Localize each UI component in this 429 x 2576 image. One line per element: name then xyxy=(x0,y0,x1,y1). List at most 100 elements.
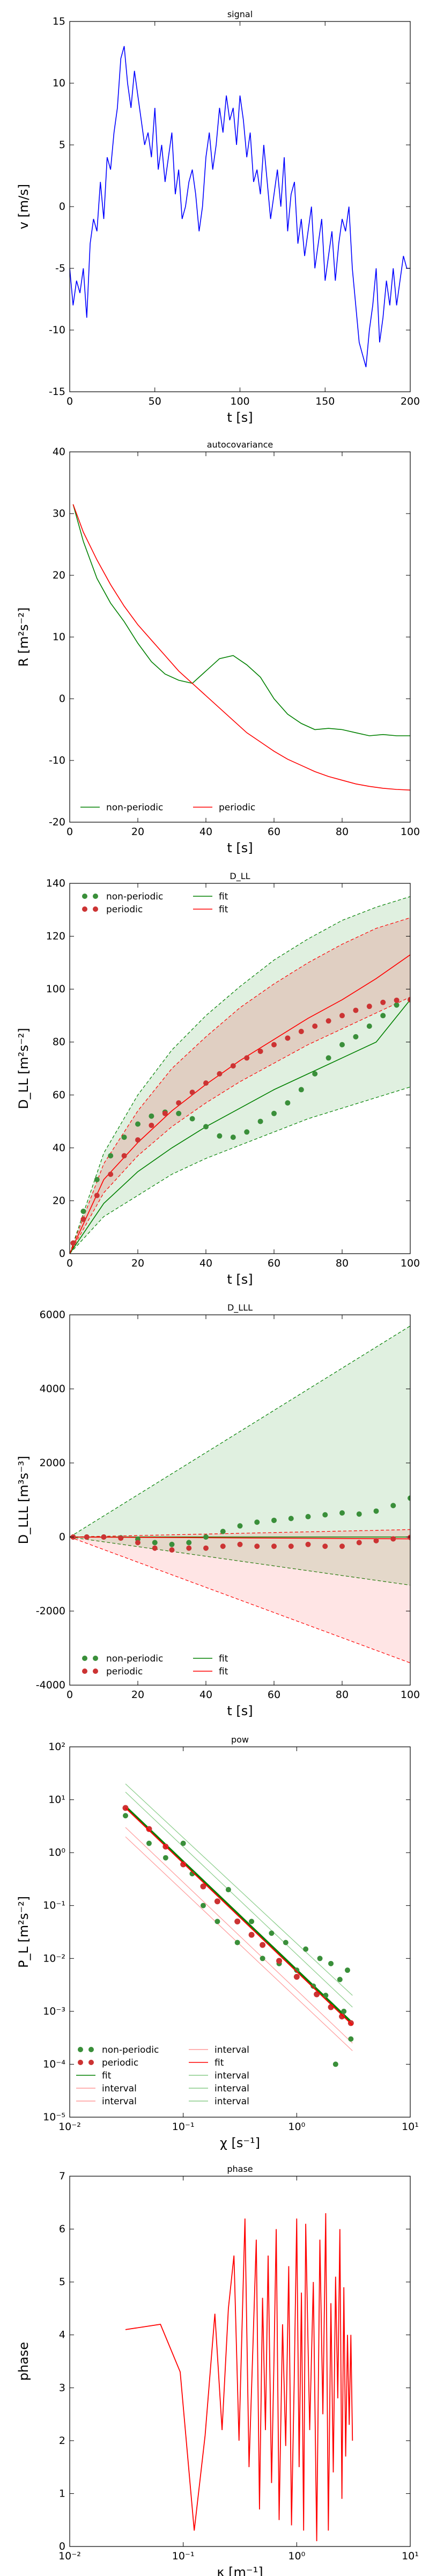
chart-title: D_LLL xyxy=(227,1302,253,1313)
y-tick-label: -20 xyxy=(49,816,65,828)
data-point xyxy=(298,1087,304,1093)
confidence-band xyxy=(70,896,410,1254)
legend-marker xyxy=(93,906,98,912)
chart-1-axes: 0 50 100 150 200 -15 -10 -5 0 5 10 15 signal t [s] v [… xyxy=(16,9,420,425)
data-point xyxy=(118,1535,124,1541)
x-tick-label: 60 xyxy=(268,1257,280,1269)
legend-label: non-periodic xyxy=(106,891,163,902)
data-point xyxy=(276,1958,283,1964)
data-point xyxy=(146,1826,152,1832)
data-point xyxy=(293,1973,300,1980)
data-point xyxy=(230,1135,236,1140)
data-point xyxy=(237,1541,243,1547)
y-tick-label: 30 xyxy=(53,508,65,519)
y-tick-label: 5 xyxy=(59,2276,65,2288)
data-point xyxy=(312,1023,318,1029)
data-point xyxy=(162,1110,168,1116)
data-point xyxy=(305,1514,311,1520)
data-point xyxy=(408,1534,410,1540)
plot-area xyxy=(70,46,410,368)
data-point xyxy=(269,1930,275,1936)
data-point xyxy=(337,1977,343,1982)
data-point xyxy=(271,1110,277,1116)
data-point xyxy=(322,1543,328,1549)
x-tick-label: 150 xyxy=(315,396,335,407)
y-tick-label: 10⁻¹ xyxy=(43,1900,65,1912)
y-tick-label: 140 xyxy=(46,877,65,889)
x-tick-label: 100 xyxy=(401,1689,420,1701)
data-point xyxy=(203,1080,209,1086)
series-line xyxy=(70,1536,410,1540)
data-point xyxy=(380,999,386,1005)
y-tick-label: 1 xyxy=(59,2487,65,2499)
legend-label: periodic xyxy=(102,2058,138,2068)
chart-panel-4: non-periodic periodic fit fit xyxy=(70,1326,410,1677)
plot-frame xyxy=(69,451,411,823)
plot-frame xyxy=(69,1314,411,1686)
y-tick-label: 6 xyxy=(59,2223,65,2235)
data-point xyxy=(108,1172,114,1177)
data-point xyxy=(332,2061,338,2067)
data-point xyxy=(230,1063,236,1069)
data-point xyxy=(353,1007,359,1013)
data-point xyxy=(317,1956,323,1962)
data-point xyxy=(257,1118,263,1124)
data-point xyxy=(339,2013,345,2019)
x-axis-label: t [s] xyxy=(227,1272,253,1287)
legend-label: non-periodic xyxy=(106,1653,163,1664)
x-axis-label: κ [m⁻¹] xyxy=(217,2565,263,2576)
data-point xyxy=(380,1013,386,1019)
legend-marker xyxy=(82,1668,87,1674)
chart-panel-2: non-periodic periodic xyxy=(72,504,410,813)
series-line xyxy=(125,1807,353,2026)
data-point xyxy=(152,1540,158,1546)
legend-marker xyxy=(93,1668,98,1674)
legend-label: interval xyxy=(214,2070,249,2081)
series-line xyxy=(70,999,410,1254)
y-tick-label: -5 xyxy=(55,262,65,274)
data-point xyxy=(248,1931,255,1938)
legend-label: fit xyxy=(219,891,228,902)
data-point xyxy=(94,1192,100,1198)
data-point xyxy=(135,1121,140,1127)
data-point xyxy=(176,1100,182,1106)
data-point xyxy=(323,1993,329,1999)
x-tick-label: 10⁻¹ xyxy=(172,2550,195,2562)
data-point xyxy=(189,1116,195,1122)
data-point xyxy=(237,1523,243,1529)
legend-label: periodic xyxy=(219,802,255,813)
y-axis-label: v [m/s] xyxy=(16,184,31,230)
legend-marker xyxy=(93,894,98,899)
legend-label: interval xyxy=(102,2096,137,2107)
plot-area xyxy=(70,1326,410,1664)
interval-line xyxy=(70,1529,410,1538)
data-point xyxy=(254,1543,260,1549)
series-line xyxy=(124,1805,353,2024)
data-point xyxy=(123,1813,129,1819)
legend-label: interval xyxy=(102,2083,137,2094)
chart-2-axes: 0 20 40 60 80 100 -20 -10 0 10 20 30 40 autocovarianc… xyxy=(16,440,420,855)
data-point xyxy=(244,1129,250,1135)
y-tick-label: 4 xyxy=(59,2329,65,2341)
y-tick-label: 10⁻² xyxy=(43,1952,65,1964)
legend-label: interval xyxy=(214,2045,249,2055)
data-point xyxy=(162,1855,168,1861)
y-tick-label: 2000 xyxy=(40,1457,65,1469)
y-tick-label: 15 xyxy=(53,16,65,27)
interval-line xyxy=(70,917,410,1254)
data-point xyxy=(283,1940,289,1945)
x-tick-label: 10⁻¹ xyxy=(172,2121,195,2133)
data-point xyxy=(326,1018,331,1024)
legend-label: non-periodic xyxy=(106,802,163,813)
y-tick-label: 120 xyxy=(46,931,65,942)
x-axis-label: t [s] xyxy=(227,840,253,855)
legend-marker xyxy=(82,1656,87,1661)
legend-marker xyxy=(82,906,87,912)
y-axis-label: P_L [m²s⁻²] xyxy=(16,1896,31,1968)
data-point xyxy=(373,1508,379,1514)
legend-label: periodic xyxy=(106,1666,143,1677)
legend-marker xyxy=(78,2060,83,2065)
data-point xyxy=(271,1517,277,1523)
legend: non-periodic periodic fit interval interval i… xyxy=(76,2045,249,2107)
data-point xyxy=(390,1536,396,1542)
